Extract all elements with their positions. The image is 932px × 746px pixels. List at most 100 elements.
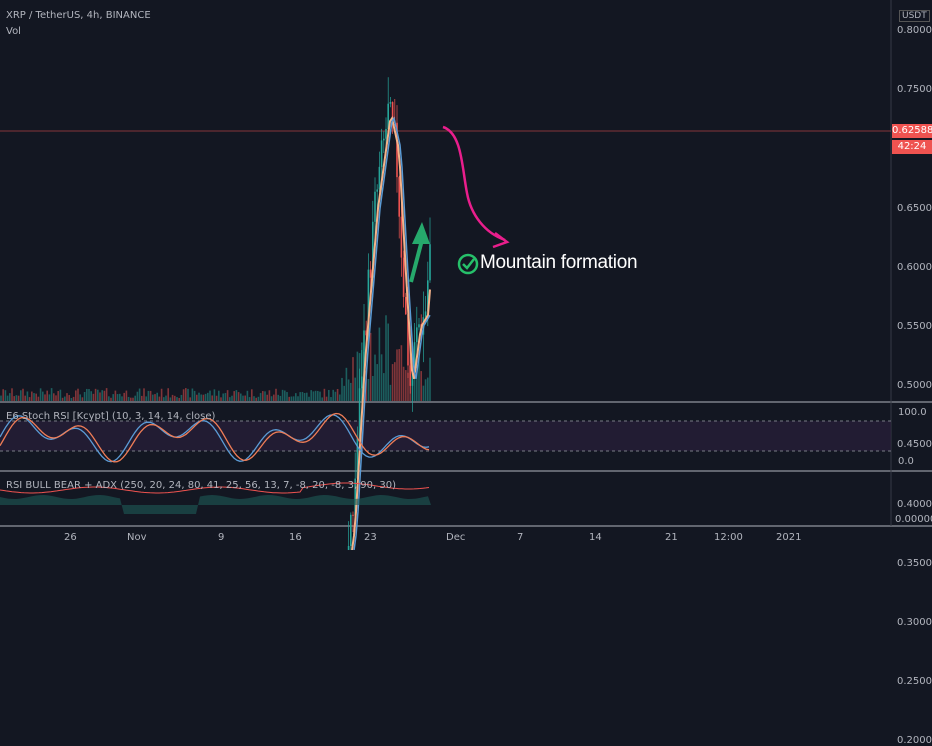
volume-bar — [427, 377, 429, 401]
candle-body — [396, 122, 398, 178]
volume-bar — [64, 396, 66, 401]
volume-bar — [154, 394, 156, 401]
volume-bar — [405, 370, 407, 401]
time-tick: 2021 — [776, 532, 802, 543]
volume-bar — [222, 393, 224, 401]
time-tick: 12:00 — [714, 532, 743, 543]
up-arrow-head — [412, 222, 430, 244]
volume-bar — [218, 390, 220, 401]
volume-bar — [20, 390, 22, 401]
volume-bar — [336, 388, 339, 401]
candle-body — [429, 244, 431, 281]
candle-body — [398, 177, 400, 217]
volume-bar — [306, 392, 308, 401]
volume-bar — [149, 390, 152, 401]
volume-bar — [251, 389, 253, 401]
volume-bar — [334, 391, 337, 401]
volume-bar — [127, 396, 130, 401]
volume-bar — [86, 388, 88, 401]
volume-bar — [48, 394, 51, 401]
volume-bar — [347, 379, 350, 401]
volume-bar — [262, 391, 264, 401]
volume-bar — [165, 395, 167, 401]
volume-bar — [61, 397, 64, 401]
volume-bar — [328, 389, 330, 401]
volume-bar — [6, 395, 9, 401]
candle-body — [376, 189, 378, 192]
candle-body — [424, 311, 427, 318]
volume-bar — [156, 392, 158, 401]
volume-bar — [147, 390, 150, 401]
candle-body — [369, 269, 372, 278]
volume-bar — [83, 391, 86, 401]
candle-body — [354, 478, 356, 516]
volume-bar — [224, 393, 227, 401]
volume-bar — [213, 389, 216, 401]
volume-bar — [198, 392, 200, 401]
volume-bar — [81, 397, 84, 401]
volume-bar — [235, 390, 238, 401]
volume-bar — [374, 354, 376, 401]
volume-bar — [9, 393, 11, 401]
candle-body — [352, 514, 354, 516]
curved-down-arrow-head — [492, 232, 510, 249]
volume-bar — [77, 388, 79, 401]
volume-bar — [66, 393, 68, 401]
volume-bar — [253, 396, 255, 401]
candle-body — [413, 342, 416, 370]
volume-bar — [125, 390, 128, 401]
volume-bar — [354, 377, 356, 401]
time-tick: 7 — [517, 532, 524, 543]
rsi-tick-0: 0.00000 — [895, 514, 932, 525]
candle-body — [409, 365, 411, 386]
volume-bar — [189, 397, 191, 401]
volume-bar — [174, 395, 176, 401]
volume-bar — [88, 389, 90, 401]
volume-bar — [387, 323, 389, 401]
volume-bar — [211, 395, 213, 401]
rsi-title: RSI BULL BEAR + ADX (250, 20, 24, 80, 41… — [6, 480, 397, 491]
volume-bar — [114, 390, 117, 401]
currency-label[interactable]: USDT — [899, 10, 930, 22]
volume-bar — [119, 393, 121, 401]
volume-bar — [28, 397, 31, 401]
candle-body — [391, 102, 394, 121]
volume-bar — [244, 395, 246, 401]
volume-bar — [152, 394, 154, 401]
volume-bar — [50, 388, 53, 401]
candle-body — [367, 269, 370, 336]
volume-bar — [299, 392, 301, 401]
volume-bar — [343, 385, 345, 401]
volume-bar — [167, 388, 169, 401]
check-circle-icon — [457, 253, 479, 275]
volume-bar — [226, 390, 229, 401]
volume-bar — [0, 395, 2, 401]
candle-body — [416, 327, 418, 343]
volume-bar — [281, 389, 284, 401]
volume-bar — [248, 397, 251, 401]
volume-bar — [141, 395, 143, 401]
volume-bar — [288, 396, 290, 401]
volume-bar — [396, 349, 398, 401]
volume-bar — [398, 349, 400, 401]
candle-body — [372, 221, 374, 278]
rsi-lines — [0, 482, 431, 514]
volume-bar — [246, 390, 249, 401]
volume-bar — [231, 395, 233, 401]
stoch-title: E6 Stoch RSI [Kcypt] (10, 3, 14, 14, clo… — [6, 411, 216, 422]
volume-bar — [17, 395, 20, 401]
volume-bar — [323, 388, 326, 401]
volume-bar — [200, 394, 202, 401]
candle-body — [407, 314, 409, 366]
volume-bar — [297, 396, 299, 401]
volume-bar — [339, 394, 341, 401]
volume-bar — [332, 389, 334, 401]
volume-bar — [345, 367, 348, 401]
chart-canvas[interactable] — [0, 0, 932, 550]
volume-bar — [367, 378, 370, 401]
